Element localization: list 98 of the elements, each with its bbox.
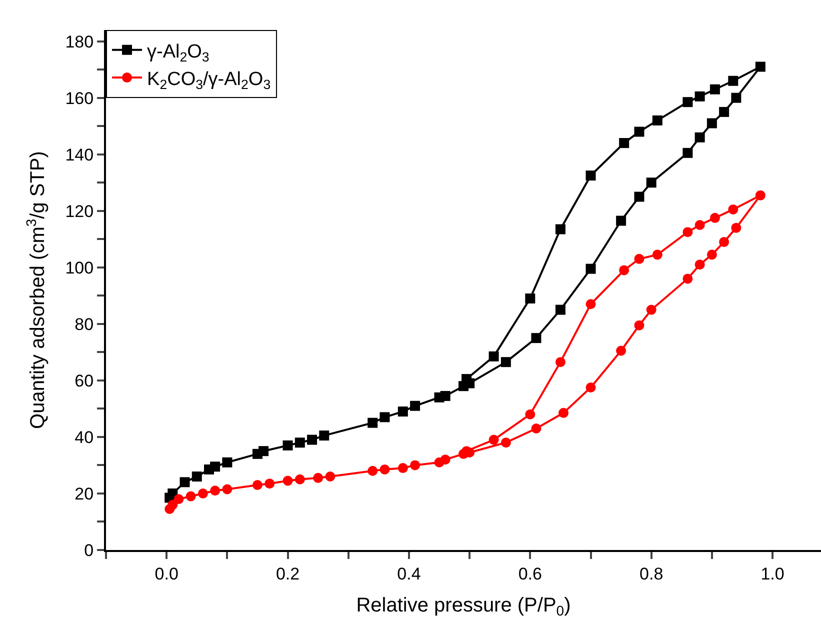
x-tick-label: 0.4 <box>397 564 421 584</box>
point <box>682 227 693 238</box>
point <box>525 293 536 304</box>
point <box>682 148 693 158</box>
point <box>634 126 644 137</box>
point <box>710 212 720 223</box>
point <box>380 412 390 422</box>
point <box>619 265 630 276</box>
y-tick-label: 180 <box>65 32 94 52</box>
point <box>586 382 596 392</box>
y-tick-label: 160 <box>65 88 94 108</box>
point <box>222 457 232 468</box>
point <box>728 76 738 86</box>
point <box>186 491 196 502</box>
y-tick-label: 0 <box>84 540 94 560</box>
point <box>294 474 305 484</box>
point <box>168 500 178 510</box>
point <box>264 478 275 489</box>
y-tick-label: 120 <box>65 202 94 221</box>
point <box>192 472 202 482</box>
point <box>682 97 693 108</box>
point <box>634 320 644 330</box>
point <box>368 418 378 428</box>
legend-label: K$_{2}$CO$_{3}$/γ-Al$_{2}$O$_{3}$ <box>147 68 271 92</box>
y-tick-label: 80 <box>74 314 94 334</box>
point <box>313 472 324 483</box>
y-tick-label: 140 <box>65 145 94 164</box>
point <box>682 274 693 284</box>
point <box>307 434 318 445</box>
point <box>706 118 717 128</box>
point <box>531 333 542 344</box>
point <box>488 351 499 362</box>
point <box>294 438 305 448</box>
point <box>319 430 330 441</box>
y-tick-label: 40 <box>74 428 94 447</box>
point <box>410 460 420 470</box>
point <box>558 408 568 418</box>
point <box>634 254 644 264</box>
point <box>646 178 656 188</box>
legend-label: γ-Al$_{2}$O$_{3}$ <box>147 41 210 64</box>
point <box>619 138 630 148</box>
point <box>652 115 662 126</box>
x-axis-title: Relative pressure (P/P$_{0}$) <box>356 594 571 619</box>
point <box>634 192 644 202</box>
point <box>728 204 738 214</box>
point <box>380 464 390 474</box>
x-tick-label: 0.0 <box>154 564 178 584</box>
y-tick-label: 100 <box>65 258 94 278</box>
point <box>555 224 566 234</box>
point <box>398 463 408 474</box>
point <box>652 250 662 260</box>
point <box>398 406 408 417</box>
y-tick-label: 20 <box>74 484 94 504</box>
point <box>694 132 705 142</box>
point <box>222 484 232 494</box>
point <box>616 346 626 356</box>
point <box>440 454 450 465</box>
point <box>694 260 705 270</box>
point <box>694 220 705 230</box>
point <box>440 390 450 401</box>
point <box>325 472 336 482</box>
point <box>731 222 742 233</box>
point <box>531 423 542 434</box>
point <box>731 92 742 103</box>
point <box>210 462 220 472</box>
point <box>180 477 190 488</box>
point <box>586 170 596 181</box>
point <box>755 190 766 200</box>
point <box>210 486 220 496</box>
point <box>258 446 269 456</box>
point <box>616 216 626 226</box>
point <box>710 84 720 94</box>
point <box>719 106 730 117</box>
point <box>500 438 511 448</box>
point <box>252 480 262 490</box>
point <box>410 400 420 411</box>
point <box>555 304 566 315</box>
point <box>198 488 208 498</box>
point <box>555 357 566 368</box>
point <box>586 264 596 274</box>
x-tick-label: 1.0 <box>760 564 784 584</box>
x-tick-label: 0.6 <box>518 564 542 584</box>
x-tick-label: 0.2 <box>276 564 300 584</box>
point <box>282 440 293 450</box>
point <box>646 304 656 315</box>
x-tick-label: 0.8 <box>640 564 664 584</box>
point <box>174 494 184 504</box>
point <box>586 299 596 310</box>
point <box>755 62 766 72</box>
point <box>719 236 730 247</box>
point <box>706 250 717 260</box>
y-tick-label: 60 <box>74 371 94 390</box>
point <box>488 434 499 445</box>
point <box>694 91 705 102</box>
point <box>525 409 536 420</box>
point <box>500 357 511 368</box>
point <box>368 466 378 476</box>
point <box>282 476 293 486</box>
